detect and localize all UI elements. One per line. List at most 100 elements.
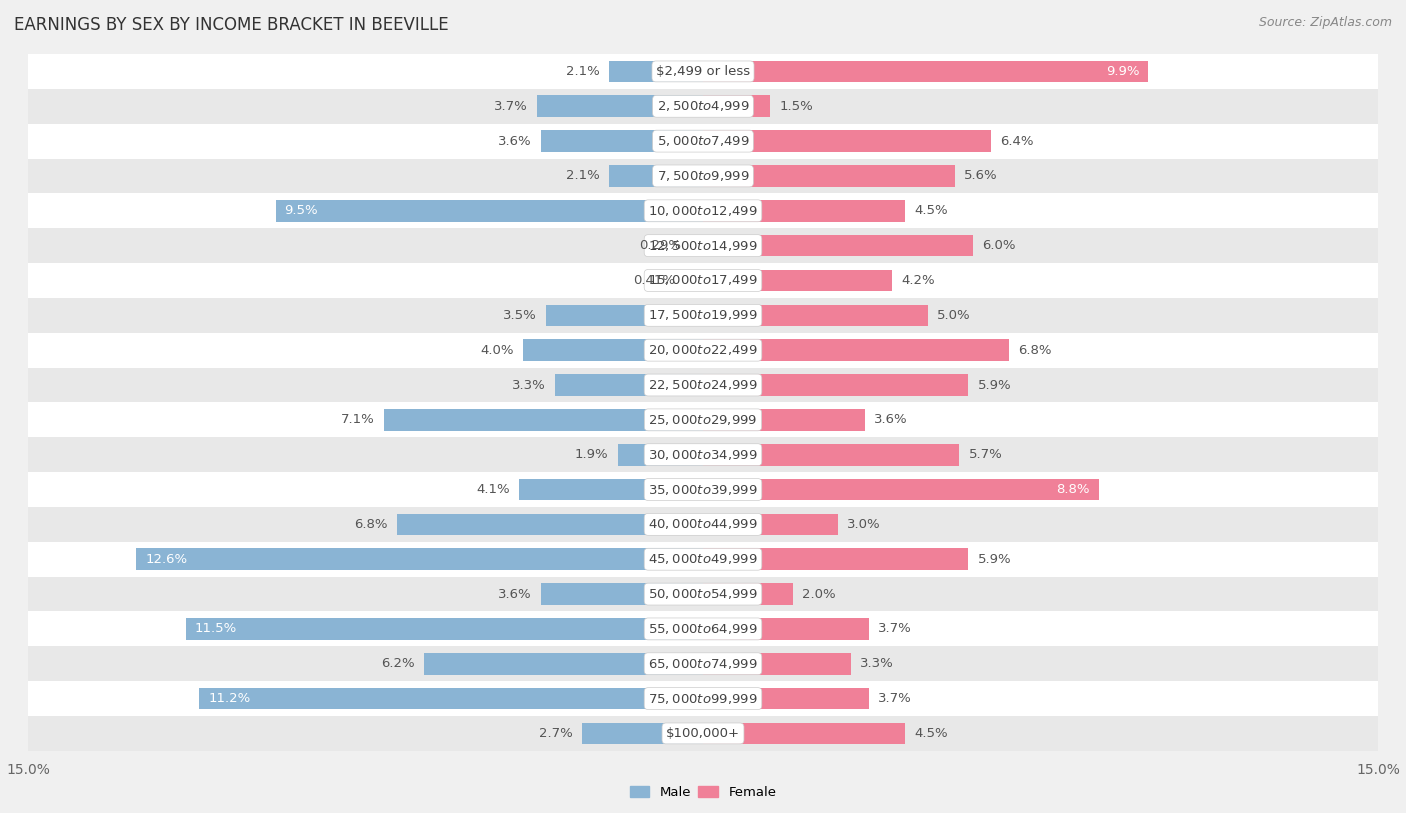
Bar <box>28 263 1378 298</box>
Text: 5.0%: 5.0% <box>936 309 970 322</box>
Bar <box>28 298 1378 333</box>
Bar <box>703 444 959 466</box>
Text: 4.2%: 4.2% <box>901 274 935 287</box>
Bar <box>703 305 928 326</box>
Bar <box>609 61 703 82</box>
Bar <box>703 130 991 152</box>
Bar <box>28 124 1378 159</box>
Bar <box>703 200 905 222</box>
Bar <box>690 235 703 256</box>
Text: $2,500 to $4,999: $2,500 to $4,999 <box>657 99 749 113</box>
Bar <box>546 305 703 326</box>
Text: $65,000 to $74,999: $65,000 to $74,999 <box>648 657 758 671</box>
Text: $17,500 to $19,999: $17,500 to $19,999 <box>648 308 758 322</box>
Bar <box>703 270 891 291</box>
Bar <box>276 200 703 222</box>
Bar <box>685 270 703 291</box>
Text: 5.9%: 5.9% <box>977 379 1011 392</box>
Text: $35,000 to $39,999: $35,000 to $39,999 <box>648 483 758 497</box>
Text: 8.8%: 8.8% <box>1056 483 1090 496</box>
Text: 1.5%: 1.5% <box>779 100 813 113</box>
Bar <box>28 89 1378 124</box>
Bar <box>703 165 955 187</box>
Bar <box>703 723 905 744</box>
Text: $50,000 to $54,999: $50,000 to $54,999 <box>648 587 758 601</box>
Text: $2,499 or less: $2,499 or less <box>657 65 749 78</box>
Text: 3.0%: 3.0% <box>846 518 880 531</box>
Bar <box>703 618 869 640</box>
Text: 4.5%: 4.5% <box>914 204 948 217</box>
Text: 6.8%: 6.8% <box>1018 344 1052 357</box>
Text: 3.6%: 3.6% <box>498 588 531 601</box>
Text: Source: ZipAtlas.com: Source: ZipAtlas.com <box>1258 16 1392 29</box>
Bar <box>541 130 703 152</box>
Text: 1.9%: 1.9% <box>575 448 609 461</box>
Text: 4.1%: 4.1% <box>475 483 509 496</box>
Bar <box>28 472 1378 507</box>
Text: 3.7%: 3.7% <box>879 623 912 636</box>
Bar <box>703 583 793 605</box>
Bar <box>537 95 703 117</box>
Text: $30,000 to $34,999: $30,000 to $34,999 <box>648 448 758 462</box>
Bar <box>28 576 1378 611</box>
Text: 3.5%: 3.5% <box>503 309 537 322</box>
Text: EARNINGS BY SEX BY INCOME BRACKET IN BEEVILLE: EARNINGS BY SEX BY INCOME BRACKET IN BEE… <box>14 16 449 34</box>
Bar <box>609 165 703 187</box>
Text: 4.0%: 4.0% <box>481 344 515 357</box>
Bar <box>703 409 865 431</box>
Bar <box>28 437 1378 472</box>
Text: 9.9%: 9.9% <box>1107 65 1139 78</box>
Text: 0.41%: 0.41% <box>634 274 675 287</box>
Text: 2.1%: 2.1% <box>565 65 599 78</box>
Text: 5.7%: 5.7% <box>969 448 1002 461</box>
Bar <box>28 402 1378 437</box>
Text: 4.5%: 4.5% <box>914 727 948 740</box>
Text: 0.29%: 0.29% <box>638 239 681 252</box>
Text: 6.4%: 6.4% <box>1000 135 1033 148</box>
Text: 2.0%: 2.0% <box>801 588 835 601</box>
Text: 11.5%: 11.5% <box>194 623 236 636</box>
Bar <box>28 681 1378 716</box>
Text: $40,000 to $44,999: $40,000 to $44,999 <box>648 517 758 532</box>
Bar <box>28 228 1378 263</box>
Bar <box>28 716 1378 751</box>
Bar <box>703 549 969 570</box>
Bar <box>703 514 838 535</box>
Text: $12,500 to $14,999: $12,500 to $14,999 <box>648 239 758 253</box>
Text: 3.3%: 3.3% <box>860 657 894 670</box>
Bar <box>554 374 703 396</box>
Text: $55,000 to $64,999: $55,000 to $64,999 <box>648 622 758 636</box>
Bar <box>425 653 703 675</box>
Text: 6.0%: 6.0% <box>981 239 1015 252</box>
Text: 2.7%: 2.7% <box>538 727 572 740</box>
Bar <box>28 159 1378 193</box>
Text: 3.7%: 3.7% <box>879 692 912 705</box>
Bar <box>396 514 703 535</box>
Bar <box>28 541 1378 576</box>
Text: $7,500 to $9,999: $7,500 to $9,999 <box>657 169 749 183</box>
Text: $10,000 to $12,499: $10,000 to $12,499 <box>648 204 758 218</box>
Bar <box>200 688 703 710</box>
Text: 12.6%: 12.6% <box>145 553 187 566</box>
Bar <box>384 409 703 431</box>
Bar <box>703 653 852 675</box>
Bar <box>703 374 969 396</box>
Bar <box>28 54 1378 89</box>
Text: 11.2%: 11.2% <box>208 692 250 705</box>
Bar <box>523 339 703 361</box>
Text: $5,000 to $7,499: $5,000 to $7,499 <box>657 134 749 148</box>
Bar <box>28 193 1378 228</box>
Text: 3.3%: 3.3% <box>512 379 546 392</box>
Text: $22,500 to $24,999: $22,500 to $24,999 <box>648 378 758 392</box>
Bar <box>703 61 1149 82</box>
Text: $15,000 to $17,499: $15,000 to $17,499 <box>648 273 758 288</box>
Bar <box>28 611 1378 646</box>
Text: 6.8%: 6.8% <box>354 518 388 531</box>
Text: $25,000 to $29,999: $25,000 to $29,999 <box>648 413 758 427</box>
Bar <box>541 583 703 605</box>
Text: $100,000+: $100,000+ <box>666 727 740 740</box>
Bar <box>519 479 703 500</box>
Bar <box>703 688 869 710</box>
Text: 3.6%: 3.6% <box>498 135 531 148</box>
Bar <box>703 339 1010 361</box>
